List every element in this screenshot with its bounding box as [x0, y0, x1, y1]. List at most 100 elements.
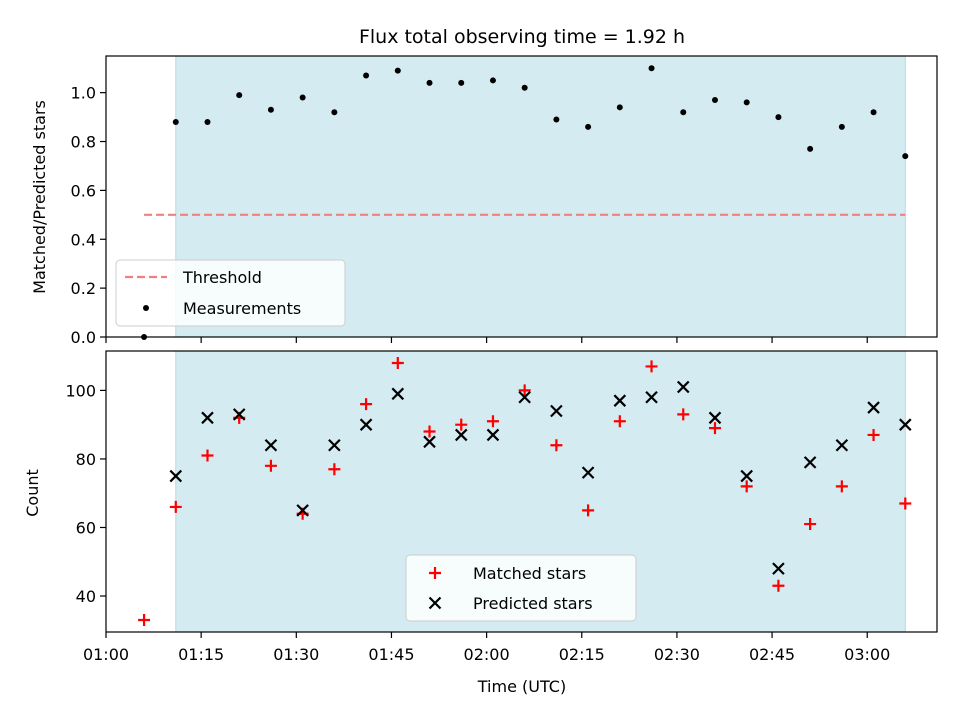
- matched-star-point: [328, 463, 341, 476]
- predicted-star-point: [264, 438, 278, 452]
- measurement-point: [426, 79, 433, 86]
- measurement-point: [172, 118, 179, 125]
- predicted-star-point: [391, 387, 405, 401]
- y-tick-label: 0.2: [71, 279, 96, 298]
- predicted-star-point: [518, 390, 531, 404]
- matched-star-point: [772, 579, 785, 592]
- matched-star-point: [391, 356, 404, 369]
- measurement-point: [870, 109, 877, 116]
- predicted-star-point: [581, 466, 595, 479]
- measurement-point: [648, 65, 655, 72]
- bottom-panel: 40 60 80 100 01:00 01:15 01:30 01:45 02:00 02:15 0…: [65, 350, 938, 664]
- predicted-star-point: [899, 418, 912, 431]
- top-ylabel: Matched/Predicted stars: [30, 100, 49, 294]
- legend-measurement-swatch: [143, 305, 149, 311]
- matched-star-point: [613, 415, 626, 428]
- measurement-point: [743, 99, 750, 106]
- measurement-point: [680, 109, 687, 116]
- y-tick-label: 1.0: [71, 84, 96, 103]
- measurement-point: [267, 106, 274, 113]
- measurement-point: [521, 84, 528, 91]
- predicted-star-point: [169, 469, 183, 483]
- predicted-star-point: [772, 562, 785, 575]
- legend-matched-swatch: [429, 567, 441, 579]
- predicted-star-point: [645, 390, 658, 404]
- measurement-point: [585, 123, 592, 130]
- bottom-legend: Matched stars Predicted stars: [405, 554, 637, 622]
- bottom-xlabel: Time (UTC): [477, 677, 566, 696]
- legend-threshold-label: Threshold: [182, 268, 262, 287]
- matched-star-point: [645, 360, 658, 373]
- x-tick-label: 01:15: [178, 645, 224, 664]
- y-tick-label: 80: [76, 450, 96, 469]
- predicted-star-point: [740, 469, 753, 483]
- measurement-point: [553, 116, 560, 123]
- measurement-point: [838, 123, 845, 130]
- legend-matched-label: Matched stars: [473, 564, 586, 583]
- measurement-point: [204, 118, 211, 125]
- matched-star-point: [264, 459, 277, 472]
- predicted-star-point: [359, 418, 373, 431]
- measurement-point: [394, 67, 401, 74]
- y-tick-label: 60: [76, 518, 96, 537]
- predicted-star-point: [232, 408, 246, 421]
- measurement-point: [711, 96, 718, 103]
- matched-star-point: [899, 497, 912, 510]
- measurement-point: [458, 79, 465, 86]
- x-tick-label: 01:00: [83, 645, 129, 664]
- measurement-point: [299, 94, 306, 101]
- legend-measurement-label: Measurements: [183, 299, 301, 318]
- top-panel: 0.0 0.2 0.4 0.6 0.8 1.0 Threshold Measurements: [71, 55, 938, 347]
- measurement-point: [775, 114, 782, 121]
- x-tick-label: 02:15: [559, 645, 605, 664]
- y-tick-label: 0.8: [71, 133, 96, 152]
- x-tick-label: 02:00: [464, 645, 510, 664]
- measurement-point: [807, 145, 814, 152]
- matched-star-point: [550, 439, 563, 452]
- matched-star-point: [169, 500, 182, 513]
- matched-star-point: [708, 422, 721, 435]
- predicted-star-point: [486, 428, 500, 442]
- predicted-star-point: [296, 504, 309, 517]
- matched-star-point: [740, 480, 753, 493]
- matched-star-point: [486, 415, 499, 428]
- legend-predicted-swatch: [428, 596, 442, 610]
- matched-star-point: [423, 425, 436, 438]
- predicted-star-point: [708, 411, 722, 425]
- plot-frame: [105, 350, 938, 633]
- measurement-point: [363, 72, 370, 79]
- matched-star-point: [582, 504, 595, 517]
- measurement-point: [489, 77, 496, 84]
- legend-box: [405, 554, 637, 622]
- y-tick-label: 100: [65, 381, 96, 400]
- legend-predicted-label: Predicted stars: [473, 594, 593, 613]
- matched-star-point: [360, 398, 373, 411]
- matched-star-point: [804, 518, 817, 531]
- x-tick-label: 01:45: [368, 645, 414, 664]
- plot-frame: [105, 55, 938, 338]
- matched-star-point: [518, 384, 531, 397]
- legend-box: [115, 259, 346, 327]
- y-tick-label: 0.0: [71, 328, 96, 347]
- y-tick-label: 40: [76, 587, 96, 606]
- matched-star-point: [201, 449, 214, 462]
- bottom-ylabel: Count: [23, 469, 42, 517]
- predicted-star-point: [550, 404, 563, 418]
- matched-star-point: [455, 418, 468, 431]
- measurement-point: [902, 153, 909, 160]
- predicted-star-point: [835, 438, 849, 452]
- x-tick-label: 01:30: [273, 645, 319, 664]
- predicted-star-point: [454, 428, 468, 442]
- predicted-star-point: [201, 411, 214, 425]
- predicted-star-point: [676, 380, 690, 394]
- x-tick-label: 02:45: [749, 645, 795, 664]
- x-tick-label: 02:30: [654, 645, 700, 664]
- predicted-star-point: [328, 438, 341, 452]
- predicted-star-point: [803, 456, 817, 469]
- predicted-star-point: [423, 435, 436, 449]
- top-legend: Threshold Measurements: [115, 259, 346, 327]
- y-tick-label: 0.6: [71, 181, 96, 200]
- predicted-star-point: [867, 401, 880, 414]
- matched-star-point: [835, 480, 848, 493]
